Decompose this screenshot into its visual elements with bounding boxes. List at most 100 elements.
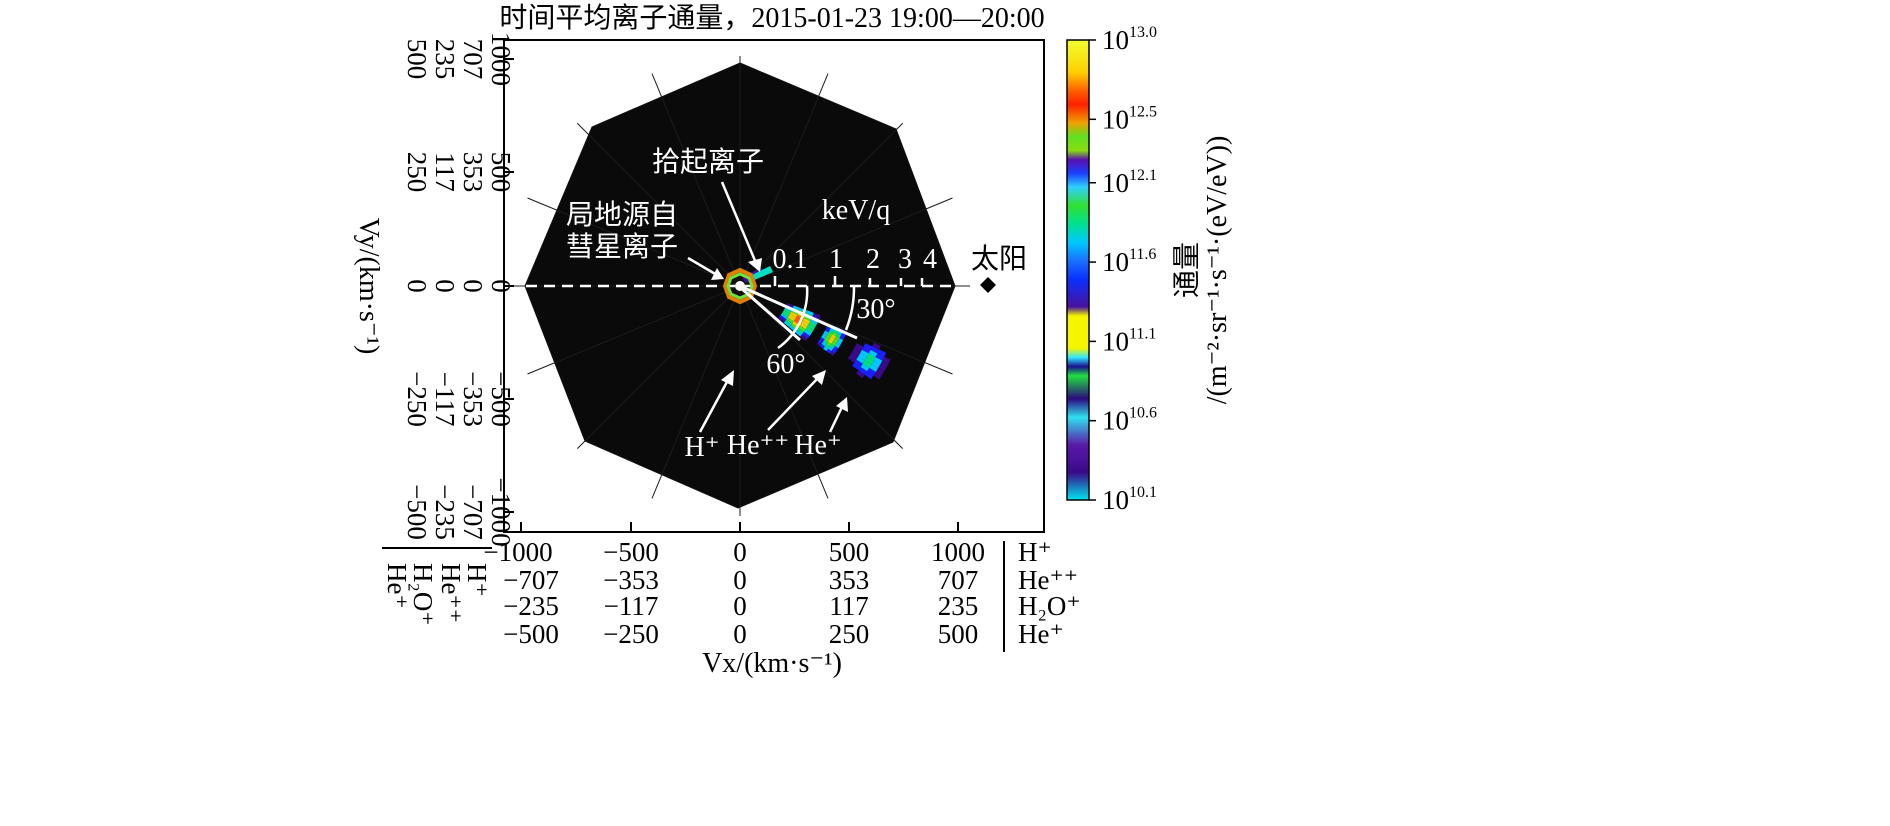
flux-cell	[802, 331, 810, 339]
flux-cell	[823, 346, 829, 352]
flux-cell	[860, 363, 870, 372]
flux-cell	[786, 303, 794, 308]
flux-cell	[870, 346, 880, 354]
y-tick: −500	[402, 484, 432, 540]
flux-cell	[854, 359, 863, 368]
y-col-species: He⁺⁺	[436, 563, 466, 623]
x-tick-row-h2o-plus: −235 −117 0 117 235 H₂O⁺	[503, 591, 1081, 621]
y-tick: 0	[402, 279, 432, 293]
flux-cell	[800, 334, 808, 342]
flux-cell	[831, 348, 837, 354]
sun-marker	[980, 277, 996, 293]
colorbar-label: 通量	[1172, 242, 1203, 298]
flux-cell	[828, 346, 834, 352]
x-axis-ticks	[520, 522, 959, 532]
fov-grid-line	[527, 285, 741, 375]
angle-label-30: 30°	[856, 294, 895, 325]
flux-cell	[862, 360, 872, 368]
flux-cell	[819, 337, 825, 342]
flux-cell	[880, 360, 889, 368]
flux-cell	[826, 334, 831, 340]
flux-cell	[801, 320, 809, 327]
flux-cell	[808, 321, 817, 328]
flux-cell	[816, 341, 822, 347]
flux-cell	[783, 321, 791, 328]
flux-cell	[875, 353, 885, 361]
local-cometary-label-line1: 局地源自	[566, 199, 678, 231]
flux-cell	[790, 311, 798, 318]
he-plusplus-label: He⁺⁺	[727, 430, 789, 461]
flux-cell	[782, 310, 790, 316]
x-tick: −235	[503, 591, 559, 621]
x-tick-row-he-plus: −500 −250 0 250 500 He⁺	[503, 619, 1064, 649]
flux-cell	[829, 343, 835, 349]
y-tick: −117	[430, 372, 460, 427]
energy-unit-label: keV/q	[822, 195, 890, 226]
he-plus-label: He⁺	[794, 430, 841, 461]
energy-tick-2: 2	[866, 244, 880, 275]
annotation-arrows	[687, 181, 848, 433]
x-row-species: He⁺	[1018, 619, 1064, 649]
colorbar	[1066, 39, 1090, 501]
colorbar-tick-label: 1011.6	[1102, 246, 1156, 277]
flux-cell	[882, 356, 891, 364]
x-tick: 500	[829, 537, 870, 567]
flux-cell	[785, 319, 793, 326]
fov-grid-line	[577, 285, 741, 449]
sun-label: 太阳	[971, 243, 1027, 275]
colorbar-unit: /(m⁻²·sr⁻¹·s⁻¹·(eV/eV))	[1202, 136, 1233, 405]
x-tick: 250	[829, 619, 870, 649]
energy-tick-1: 1	[829, 244, 843, 275]
fov-grid-line	[739, 197, 953, 287]
flux-cell	[863, 343, 873, 350]
flux-cell	[823, 330, 829, 335]
y-tick: −235	[430, 484, 460, 540]
flux-cell	[818, 339, 824, 344]
flux-cell	[858, 353, 867, 361]
angle-guide-30	[741, 285, 858, 340]
pickup-ion-label: 拾起离子	[652, 146, 764, 178]
chart-title: 时间平均离子通量，2015-01-23 19:00—20:00	[499, 2, 1044, 34]
y-tick: 0	[430, 279, 460, 293]
y-tick-col-h2o-plus: 235 117 0 −117 −235	[430, 39, 460, 540]
flux-cell	[787, 315, 796, 322]
y-tick: 353	[458, 152, 488, 193]
flux-cell	[873, 372, 882, 380]
x-row-species: He⁺⁺	[1018, 565, 1078, 595]
flux-cell	[819, 344, 825, 349]
flux-cell	[828, 339, 833, 344]
flux-cell	[834, 343, 840, 349]
flux-cell	[827, 332, 833, 337]
h-plus-label: H⁺	[685, 432, 720, 463]
flux-cell	[868, 350, 878, 358]
local-cometary-ion-ring	[722, 267, 758, 305]
angle-arc-60	[777, 285, 809, 350]
y-tick-col-h-plus: 1000 500 0 −500 −1000	[486, 32, 516, 547]
fov-grid-line	[739, 285, 829, 499]
flux-cell	[826, 348, 832, 354]
x-tick: 500	[938, 619, 979, 649]
y-tick: 1000	[486, 32, 516, 86]
y-tick: 500	[402, 39, 432, 80]
fov-grid-line	[577, 123, 741, 287]
population-he-plus	[847, 342, 891, 380]
flux-cell	[877, 349, 887, 357]
flux-cell	[824, 344, 830, 349]
flux-cell	[783, 308, 792, 314]
flux-cell	[794, 329, 803, 337]
x-tick: 0	[733, 619, 747, 649]
flux-cell	[829, 336, 835, 342]
x-tick-row-h-plus: −1000 −500 0 500 1000 H⁺	[483, 537, 1051, 567]
flux-cell	[826, 325, 831, 330]
y-tick: 500	[486, 152, 516, 193]
angle-guide-60	[740, 286, 801, 342]
x-tick: 235	[938, 591, 979, 621]
y-tick: −500	[486, 371, 516, 427]
flux-cell	[829, 351, 835, 357]
y-tick: 0	[458, 279, 488, 293]
x-tick: 0	[733, 537, 747, 567]
x-tick: −250	[603, 619, 659, 649]
colorbar-tick-label: 1012.1	[1102, 167, 1157, 198]
flux-cell	[867, 367, 876, 376]
flux-cell	[803, 315, 812, 322]
